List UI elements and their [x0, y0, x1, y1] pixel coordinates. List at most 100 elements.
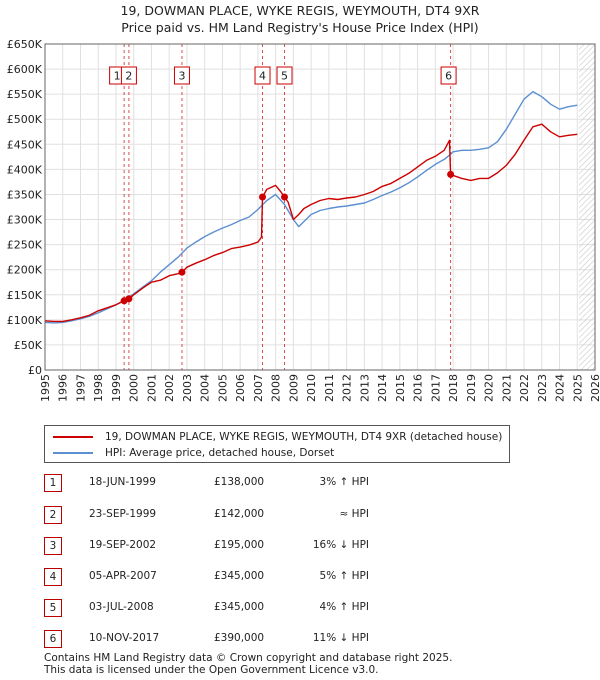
- table-row: 2 23-SEP-1999 £142,000 ≈ HPI: [44, 506, 464, 524]
- sale-hpi-diff: ≈ HPI: [339, 508, 369, 520]
- y-tick-label: £650K: [7, 38, 43, 51]
- legend-item-property: 19, DOWMAN PLACE, WYKE REGIS, WEYMOUTH, …: [53, 429, 502, 445]
- footer-licence: This data is licensed under the Open Gov…: [44, 664, 379, 676]
- axes: £0 £50K £100K £150K £200K £250K £300K £350K £400…: [7, 38, 600, 402]
- table-row: 1 18-JUN-1999 £138,000 3% ↑ HPI: [44, 474, 464, 492]
- y-tick-label: £450K: [7, 138, 43, 151]
- chart-title: 19, DOWMAN PLACE, WYKE REGIS, WEYMOUTH, …: [120, 3, 480, 18]
- sale-number-badge: 2: [44, 506, 62, 524]
- hpi-line: [44, 90, 578, 324]
- table-row: 6 10-NOV-2017 £390,000 11% ↓ HPI: [44, 630, 464, 648]
- sale-label-box: [173, 66, 190, 85]
- x-tick-label: 2011: [323, 374, 336, 402]
- x-tick-label: 2001: [145, 374, 158, 402]
- y-tick-label: £350K: [7, 188, 43, 201]
- sale-price: £345,000: [214, 570, 265, 582]
- y-tick-label: £600K: [7, 63, 43, 76]
- series-lines: [44, 90, 578, 324]
- sale-price: £345,000: [214, 601, 265, 613]
- sale-price: £195,000: [214, 539, 265, 551]
- property-line: [44, 123, 578, 323]
- x-tick-label: 2015: [394, 374, 407, 402]
- sale-date: 18-JUN-1999: [89, 476, 156, 488]
- footer: Contains HM Land Registry data © Crown c…: [44, 652, 452, 676]
- sale-price: £390,000: [214, 632, 265, 644]
- x-tick-label: 2009: [287, 374, 300, 402]
- x-tick-label: 2021: [500, 374, 513, 402]
- y-tick-label: £250K: [7, 239, 43, 252]
- forecast-region: [579, 44, 595, 370]
- footer-copyright: Contains HM Land Registry data © Crown c…: [44, 652, 453, 664]
- x-tick-label: 2010: [305, 374, 318, 402]
- sale-hpi-diff: 11% ↓ HPI: [312, 632, 369, 644]
- sale-label-box: [120, 66, 137, 85]
- chart-subtitle: Price paid vs. HM Land Registry's House …: [121, 20, 479, 35]
- price-chart: £0 £50K £100K £150K £200K £250K £300K £350K £400…: [7, 38, 600, 402]
- x-tick-label: 2012: [341, 374, 354, 402]
- sale-hpi-diff: 4% ↑ HPI: [319, 601, 369, 613]
- sale-number-badge: 5: [44, 599, 62, 617]
- sale-hpi-diff: 16% ↓ HPI: [312, 539, 369, 551]
- sale-label-box: [254, 66, 271, 85]
- y-tick-label: £0: [28, 364, 42, 377]
- sale-label-text: 6: [445, 70, 452, 83]
- x-tick-label: 2008: [270, 374, 283, 402]
- x-tick-label: 2019: [465, 374, 478, 402]
- sale-number-badge: 3: [44, 537, 62, 555]
- y-tick-label: £300K: [7, 214, 43, 227]
- y-tick-label: £500K: [7, 113, 43, 126]
- forecast-hatch: [579, 44, 595, 370]
- x-tick-label: 1995: [39, 374, 52, 402]
- sale-price: £142,000: [214, 508, 265, 520]
- sale-vlines: [123, 44, 452, 370]
- sale-point: [447, 170, 455, 178]
- sale-point: [281, 193, 289, 201]
- sale-hpi-diff: 3% ↑ HPI: [319, 476, 369, 488]
- sale-date: 05-APR-2007: [89, 570, 157, 582]
- legend-label-hpi: HPI: Average price, detached house, Dors…: [105, 447, 335, 459]
- sale-label-box: [440, 66, 457, 85]
- sale-date: 19-SEP-2002: [89, 539, 157, 551]
- sale-label-text: 1: [114, 70, 121, 83]
- x-tick-label: 2006: [234, 374, 247, 402]
- legend-item-hpi: HPI: Average price, detached house, Dors…: [53, 445, 334, 461]
- sale-number-badge: 4: [44, 568, 62, 586]
- sale-point: [125, 295, 133, 303]
- x-tick-label: 2016: [412, 374, 425, 402]
- x-tick-label: 2004: [199, 374, 212, 402]
- x-tick-label: 2023: [536, 374, 549, 402]
- legend-swatch-hpi: [53, 452, 93, 454]
- plot-border: [44, 43, 596, 371]
- table-row: 3 19-SEP-2002 £195,000 16% ↓ HPI: [44, 537, 464, 555]
- y-tick-label: £400K: [7, 163, 43, 176]
- x-tick-label: 1997: [74, 374, 87, 402]
- x-tick-label: 2013: [358, 374, 371, 402]
- grid: [44, 43, 596, 371]
- sale-number-badge: 6: [44, 630, 62, 648]
- x-tick-label: 2017: [429, 374, 442, 402]
- y-tick-label: £50K: [14, 339, 43, 352]
- sale-hpi-diff: 5% ↑ HPI: [319, 570, 369, 582]
- x-tick-label: 2000: [128, 374, 141, 402]
- x-tick-label: 2007: [252, 374, 265, 402]
- legend-swatch-property: [53, 436, 93, 438]
- legend: 19, DOWMAN PLACE, WYKE REGIS, WEYMOUTH, …: [44, 425, 510, 463]
- sale-label-text: 3: [178, 70, 185, 83]
- x-tick-label: 1998: [92, 374, 105, 402]
- sale-label-text: 5: [281, 70, 288, 83]
- x-tick-label: 1996: [57, 374, 70, 402]
- sale-date: 23-SEP-1999: [89, 508, 157, 520]
- x-tick-label: 2020: [483, 374, 496, 402]
- sale-point: [178, 268, 186, 276]
- x-tick-label: 2002: [163, 374, 176, 402]
- table-row: 4 05-APR-2007 £345,000 5% ↑ HPI: [44, 568, 464, 586]
- x-tick-label: 2014: [376, 374, 389, 402]
- x-tick-label: 2003: [181, 374, 194, 402]
- sale-date: 03-JUL-2008: [89, 601, 154, 613]
- sale-points: [120, 170, 455, 305]
- y-tick-label: £200K: [7, 264, 43, 277]
- sale-point: [259, 193, 267, 201]
- y-tick-label: £100K: [7, 314, 43, 327]
- y-tick-label: £550K: [7, 88, 43, 101]
